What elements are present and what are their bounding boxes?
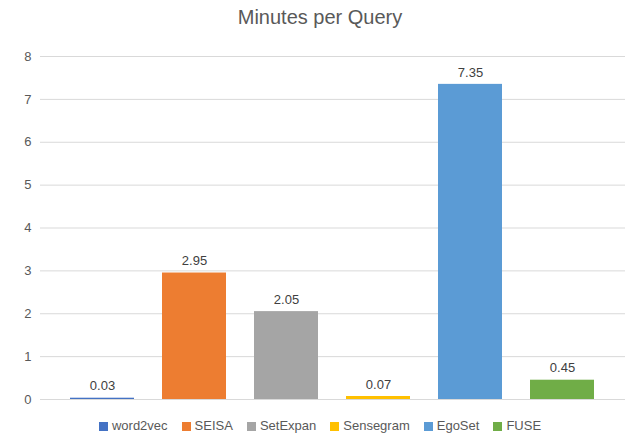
svg-text:1: 1 (24, 349, 31, 364)
svg-text:2.95: 2.95 (182, 253, 207, 268)
svg-text:7: 7 (24, 92, 31, 107)
svg-text:6: 6 (24, 134, 31, 149)
html-text:word2vec: word2vec (111, 417, 168, 433)
svg-text:7.35: 7.35 (458, 65, 483, 80)
svg-text:2.05: 2.05 (274, 292, 299, 307)
html-text:FUSE: FUSE (506, 417, 542, 433)
html-text:EgoSet: EgoSet (436, 417, 480, 433)
svg-text:0.03: 0.03 (90, 378, 115, 393)
svg-text:0.45: 0.45 (550, 360, 575, 375)
svg-text:0: 0 (24, 392, 31, 407)
svg-text:0.07: 0.07 (366, 377, 391, 392)
svg-text:3: 3 (24, 263, 31, 278)
svg-text:8: 8 (24, 49, 31, 64)
html-text:SetExpan: SetExpan (259, 417, 317, 433)
svg-text:5: 5 (24, 177, 31, 192)
svg-text:4: 4 (24, 220, 31, 235)
html-text:Sensegram: Sensegram (343, 417, 410, 433)
html-text:Minutes per Query: Minutes per Query (237, 6, 403, 28)
svg-text:2: 2 (24, 306, 31, 321)
html-text:SEISA: SEISA (194, 417, 233, 433)
